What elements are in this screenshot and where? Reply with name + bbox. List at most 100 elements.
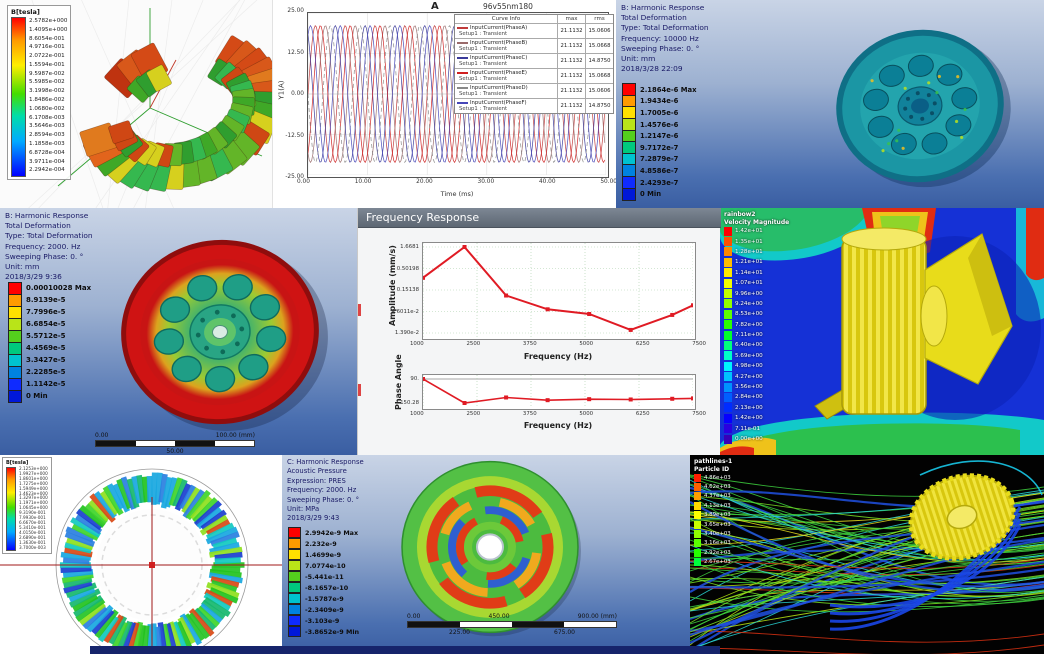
colorbar-row: 5.69e+00 (724, 351, 789, 361)
series-color-swatch (457, 101, 468, 104)
header-line: Sweeping Phase: 0. ° (287, 495, 360, 504)
legend-value: 4.8586e-7 (640, 166, 679, 175)
series-name: InputCurrent(PhaseA) (470, 25, 528, 31)
header-line: C: Harmonic Response (287, 458, 364, 466)
colorbar-color-box (724, 434, 732, 444)
series-name: InputCurrent(PhaseE) (470, 70, 527, 76)
legend-value: 1.1142e-5 (26, 380, 66, 388)
legend-value: 6.6854e-5 (26, 320, 66, 328)
legend-value: 2.4293e-7 (640, 178, 679, 187)
x-tick: 1000 (410, 341, 424, 347)
legend-row: 9.7172e-7 (622, 141, 697, 155)
legend-value: 2.9942e-9 Max (305, 528, 359, 537)
colorbar-value: 4.86e+03 (704, 474, 731, 481)
colorbar-value: 3.89e+03 (704, 512, 731, 519)
series-setup: Setup1 : Transient (459, 61, 508, 67)
legend-value: 3.1998e-002 (29, 88, 65, 95)
colorbar-row: 2.67e+03 (694, 558, 732, 567)
series-max: 21.1132 (558, 69, 586, 83)
colorbar-color-box (694, 473, 701, 482)
colorbar-row: 1.14e+01 (724, 268, 789, 278)
legend-value: 8.6054e-001 (29, 35, 65, 42)
colorbar-value: 0.00e+00 (735, 436, 763, 442)
colorbar-row: 4.62e+03 (694, 482, 732, 492)
legend-row: 0 Min (8, 389, 91, 403)
x-tick: 7500 (692, 341, 706, 347)
series-color-swatch (457, 41, 468, 44)
series-setup: Setup1 : Transient (459, 31, 508, 37)
colorbar-color-box (724, 299, 732, 309)
colorbar-value: 4.98e+00 (735, 363, 763, 370)
legend-value: 9.5987e-002 (29, 70, 65, 77)
colorbar (11, 17, 26, 177)
result-header: B: Harmonic Response Total Deformation Typ… (5, 211, 93, 283)
window-title: Frequency Response (366, 211, 480, 224)
legend-row: -3.8652e-9 Min (288, 626, 359, 637)
legend-row: -2.3409e-9 (288, 604, 359, 615)
colorbar-row: 1.07e+01 (724, 278, 789, 288)
legend-value: 2.2285e-5 (26, 368, 66, 376)
legend-value: 2.5782e+000 (29, 18, 68, 24)
series-max: 21.1132 (558, 84, 586, 98)
x-tick: 5000 (579, 341, 594, 347)
legend-color-box (288, 571, 301, 582)
header-line: Unit: mm (621, 54, 656, 64)
contour-legend: 2.9942e-9 Max 2.232e-9 1.4699e-9 7.0774e… (288, 527, 359, 637)
colorbar-value: 3.40e+03 (704, 531, 731, 538)
colorbar-color-box (724, 413, 732, 423)
legend-row: -1.5787e-9 (288, 593, 359, 604)
legend-value: 5.5985e-002 (29, 79, 65, 86)
legend-value: 8.9139e-5 (26, 296, 66, 304)
colorbar-value: 3.56e+00 (735, 384, 763, 391)
colorbar-color-box (724, 226, 732, 236)
legend-value: 5.5712e-5 (26, 332, 66, 340)
flux-torus-legend: B[tesla] 2.5782e+000 1.4095e+000 8.6054e-0… (7, 5, 72, 180)
legend-value: 2.1864e-6 Max (640, 85, 697, 94)
scale-label: 450.00 (488, 613, 510, 620)
wheel-deformation-rendering (121, 239, 328, 431)
colorbar-color-box (694, 530, 701, 539)
legend-row: 1.4576e-6 (622, 118, 697, 132)
legend-row: 1.7005e-6 (622, 106, 697, 120)
legend-value: 1.8601e+000 (19, 475, 48, 481)
colorbar-value: 4.27e+00 (735, 373, 763, 380)
colorbar-row: 4.13e+03 (694, 501, 732, 510)
legend-row: -3.103e-9 (288, 615, 359, 626)
phase-plot-area (422, 374, 696, 410)
legend-value: 0 Min (640, 190, 662, 199)
header-line: Total Deformation (621, 13, 687, 23)
panel-flux-torus: B[tesla] 2.5782e+000 1.4095e+000 8.6054e-0… (0, 0, 272, 208)
header-line: Frequency: 2000. Hz (5, 241, 81, 251)
legend-value: -2.3409e-9 (305, 605, 344, 614)
series-max: 21.1132 (558, 54, 586, 68)
legend-value: 1.7005e-6 (640, 108, 679, 117)
colorbar-value: 1.28e+01 (735, 248, 763, 255)
x-tick: 3750 (522, 411, 537, 417)
legend-row: 7.0774e-10 (288, 560, 359, 571)
window-edge-mark (358, 384, 361, 396)
legend-value: 9.3190e-001 (19, 510, 46, 516)
legend-row: 1.2147e-6 (622, 129, 697, 143)
colorbar-color-box (724, 382, 732, 392)
series-name: InputCurrent(PhaseF) (470, 100, 527, 106)
y-tick: 90. (410, 376, 419, 382)
legend-value: 2.0722e-001 (29, 53, 65, 60)
header-line: Sweeping Phase: 0. ° (5, 251, 84, 261)
series-setup: Setup1 : Transient (459, 106, 508, 112)
colorbar-title-line: rainbow2 (724, 211, 756, 218)
colorbar-color-box (724, 278, 732, 288)
colorbar-value: 4.37e+03 (704, 493, 731, 500)
panel-acoustic-pressure: C: Harmonic Response Acoustic Pressure Exp… (282, 455, 690, 654)
curve-table-row: InputCurrent(PhaseC) Setup1 : Transient … (455, 53, 613, 68)
colorbar-value: 2.92e+03 (704, 549, 731, 556)
legend-color-box (288, 582, 301, 593)
panel-flux-rotor: B[tesla] 2.1253e+000 1.9927e+000 1.8601e+0… (0, 455, 282, 654)
result-header: C: Harmonic Response Acoustic Pressure Exp… (287, 458, 364, 524)
legend-value: 1.2147e-6 (640, 132, 679, 141)
legend-value: 3.5646e-003 (29, 123, 65, 130)
scale-label: 0.00 (95, 432, 109, 439)
colorbar-row: 9.96e+00 (724, 288, 789, 299)
legend-value: 1.4576e-6 (640, 120, 679, 129)
header-line: Unit: mm (5, 262, 40, 272)
panel-current-waveforms: A 96v55nm180 Y1(A) 25.00 12.50 0.00 -12.50-… (272, 0, 617, 208)
